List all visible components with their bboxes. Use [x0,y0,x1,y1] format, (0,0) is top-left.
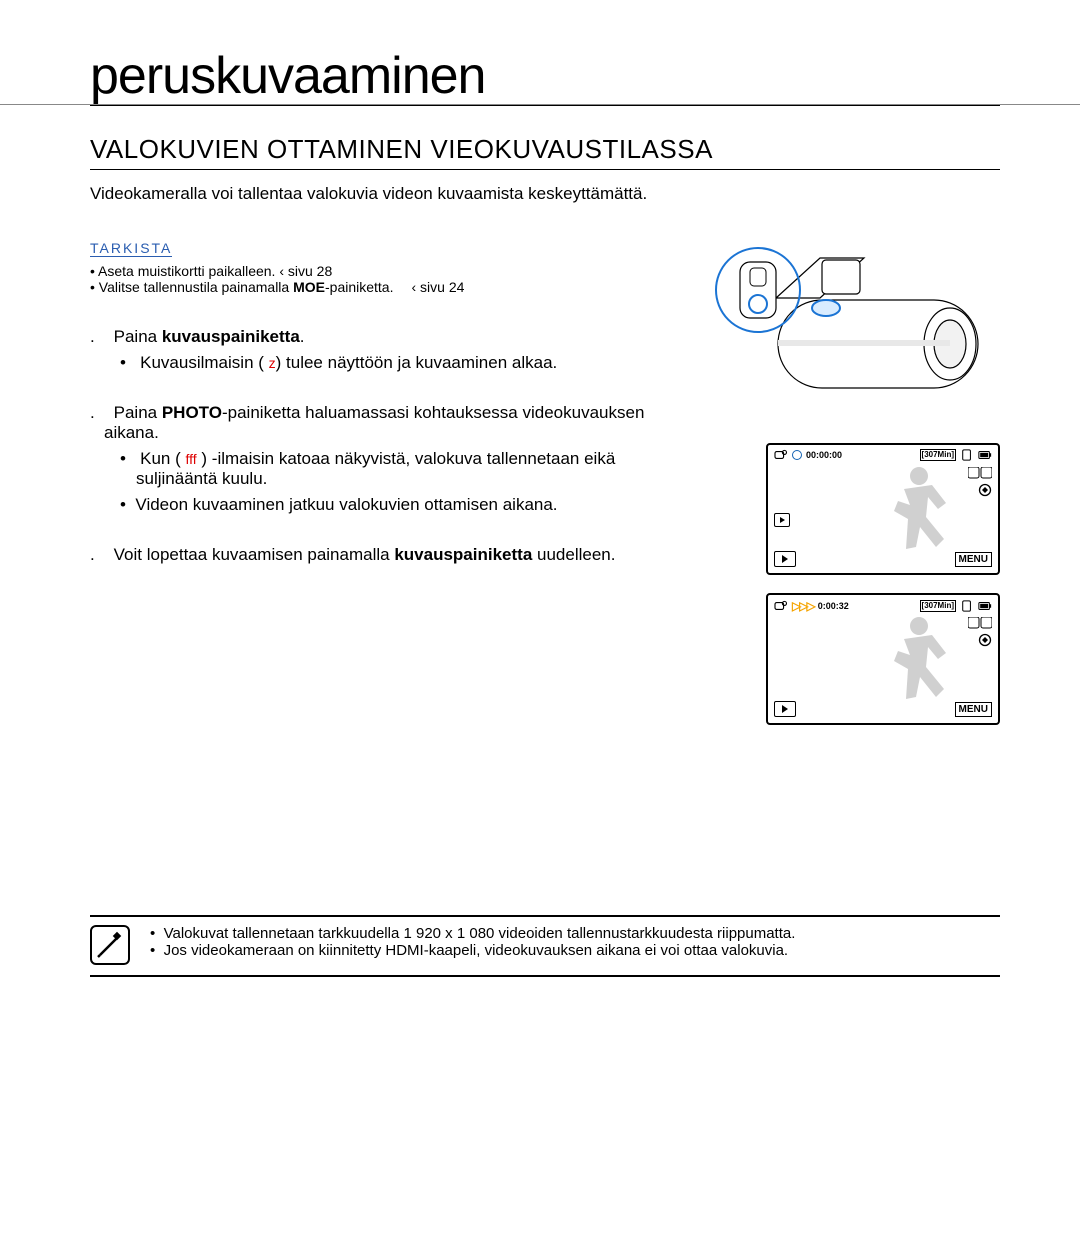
quality-icon [968,617,992,629]
lcd-screen-1: 00:00:00 [307Min] MENU [766,443,1000,575]
page-ref: ‹ sivu 24 [411,279,464,295]
sub-item: Kuvausilmaisin ( z) tulee näyttöön ja ku… [120,353,680,373]
play-small-icon [774,513,790,527]
note-list: Valokuvat tallennetaan tarkkuudella 1 92… [150,925,795,965]
step: Paina kuvauspainiketta. Kuvausilmaisin (… [90,327,680,373]
step-text: . [300,327,305,346]
check-bold: MOE [293,279,325,295]
mode-icon [774,600,788,612]
timecode: 00:00:00 [806,450,842,460]
quality-icon [968,467,992,479]
tarkista-label: TARKISTA [90,240,172,257]
battery-icon [978,600,992,612]
step-bold: PHOTO [162,403,222,422]
step-bold: kuvauspainiketta [394,545,532,564]
mode-icon [774,449,788,461]
note-box: Valokuvat tallennetaan tarkkuudella 1 92… [90,915,1000,977]
sub-text: Kuvausilmaisin ( [140,353,269,372]
sub-item: Videon kuvaaminen jatkuu valokuvien otta… [120,495,680,515]
step-bold: kuvauspainiketta [162,327,300,346]
check-item: Aseta muistikortti paikalleen. ‹ sivu 28 [90,263,680,279]
step-text: uudelleen. [532,545,615,564]
section-title: VALOKUVIEN OTTAMINEN VIEOKUVAUSTILASSA [90,134,1000,170]
check-item: Valitse tallennustila painamalla MOE-pai… [90,279,680,295]
page-title: peruskuvaaminen [90,50,1000,106]
step-text: Paina [114,403,162,422]
menu-label: MENU [955,552,992,567]
note-item: Valokuvat tallennetaan tarkkuudella 1 92… [150,925,795,942]
lcd-screen-2: ▷▷▷ 0:00:32 [307Min] MENU [766,593,1000,725]
menu-label: MENU [955,702,992,717]
indicator-icon: fff [186,451,197,467]
timecode: 0:00:32 [818,601,849,611]
step-text: Voit lopettaa kuvaamisen painamalla [114,545,395,564]
silhouette-figure [874,459,964,559]
note-icon [90,925,130,965]
check-text: Valitse tallennustila painamalla [99,279,293,295]
step: Voit lopettaa kuvaamisen painamalla kuva… [90,545,680,565]
left-column: TARKISTA Aseta muistikortti paikalleen. … [90,240,680,725]
sub-text: Kun ( [140,449,185,468]
step-text: Paina [114,327,162,346]
playback-button-icon [774,551,796,567]
camera-illustration [710,240,1000,420]
sub-text: ) tulee näyttöön ja kuvaaminen alkaa. [276,353,558,372]
battery-icon [978,449,992,461]
rec-indicator-icon [792,450,802,460]
sub-item: Kun ( fff ) -ilmaisin katoaa näkyvistä, … [120,449,680,489]
right-column: 00:00:00 [307Min] MENU ▷▷▷ 0:00:32 [710,240,1000,725]
silhouette-figure [874,609,964,709]
sub-text: ) -ilmaisin katoaa näkyvistä, valokuva t… [136,449,615,488]
stabilizer-icon [978,483,992,497]
record-icon: z [269,355,276,371]
step: Paina PHOTO-painiketta haluamassasi koht… [90,403,680,515]
note-item: Jos videokameraan on kiinnitetty HDMI-ka… [150,942,795,959]
playback-button-icon [774,701,796,717]
check-text: -painiketta. [325,279,393,295]
check-list: Aseta muistikortti paikalleen. ‹ sivu 28… [90,263,680,295]
intro-text: Videokameralla voi tallentaa valokuvia v… [90,184,1000,204]
steps-list: Paina kuvauspainiketta. Kuvausilmaisin (… [90,327,680,565]
photo-capture-icon: ▷▷▷ [792,599,814,613]
content-row: TARKISTA Aseta muistikortti paikalleen. … [90,240,1000,725]
stabilizer-icon [978,633,992,647]
